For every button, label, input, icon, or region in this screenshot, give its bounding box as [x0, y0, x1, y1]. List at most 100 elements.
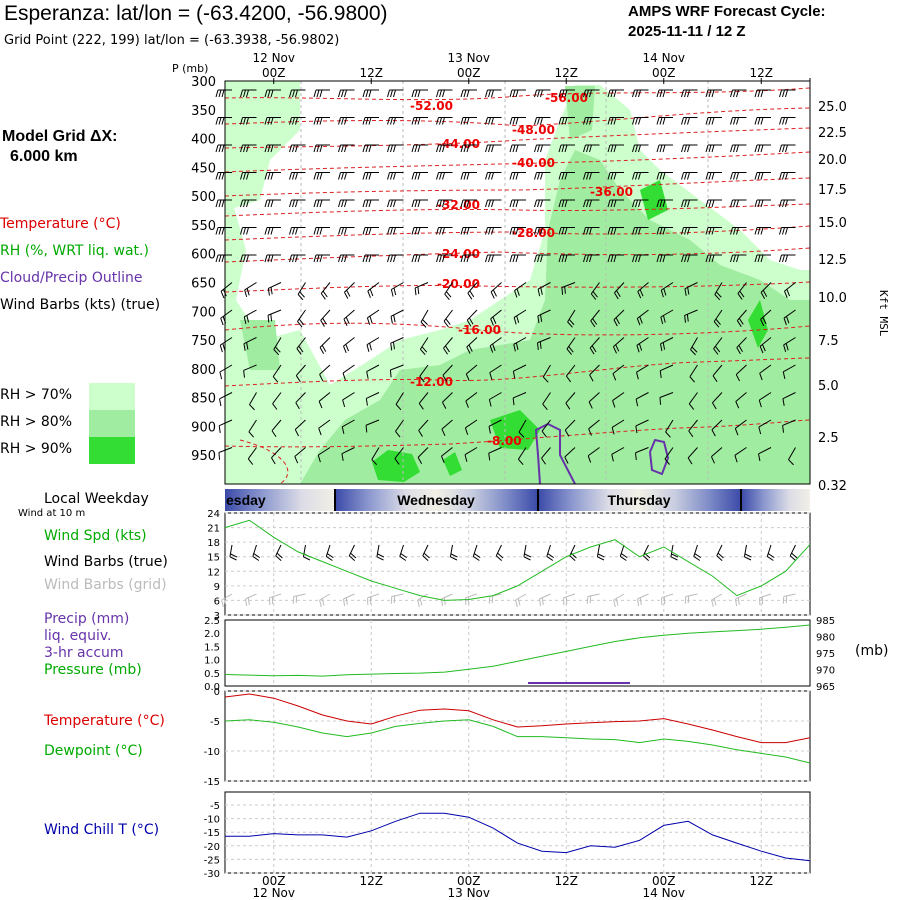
cross-section-barb: [565, 392, 576, 410]
cross-section-barb: [684, 309, 698, 323]
cross-section-barb: [338, 89, 355, 98]
cross-section-barb: [635, 392, 649, 407]
cross-section-barb: [295, 392, 306, 410]
cross-section-barb: [681, 227, 698, 235]
cross-section-barb: [338, 117, 355, 125]
page-title: Esperanza: lat/lon = (-63.4200, -56.9800…: [4, 2, 388, 25]
cross-section-barb: [656, 172, 673, 180]
surface-barb-true: [743, 544, 752, 561]
panel-y-tick: 0.0: [204, 682, 220, 693]
cross-section-barb: [537, 309, 551, 324]
cross-section-barb: [362, 117, 379, 125]
bottom-date-label: 12 Nov: [252, 886, 295, 900]
cross-section-barb: [443, 337, 453, 355]
cross-section-barb: [313, 172, 330, 180]
cross-section-barb: [294, 419, 306, 437]
rh80-region: [300, 150, 810, 484]
cross-section-barb: [264, 227, 281, 235]
cross-section-barb: [537, 337, 551, 351]
rh90-patch-3: [490, 410, 540, 450]
kft-tick: 0.32: [818, 479, 847, 494]
cross-section-barb: [612, 392, 625, 408]
cross-section-barb: [264, 254, 281, 263]
surface-barb-true: [325, 544, 334, 561]
cross-section-barb: [341, 447, 355, 461]
cross-section-barb: [513, 337, 527, 352]
temperature-line: [224, 693, 811, 744]
surface-wind-barbs-grid: [221, 593, 796, 608]
cross-section-barb: [705, 144, 722, 153]
label-wind-barbs-grid: Wind Barbs (grid): [44, 577, 167, 593]
cross-section-barb: [614, 282, 625, 300]
cross-section-barb: [607, 144, 624, 153]
cross-section-barb: [632, 144, 649, 153]
surface-barb-grid: [759, 593, 772, 606]
pressure-tick: 350: [191, 104, 216, 119]
precip-panel-frame: [224, 619, 811, 687]
cross-section-barb: [583, 117, 600, 125]
label-temperature: Temperature (°C): [44, 713, 165, 729]
kft-tick: 20.0: [818, 153, 847, 168]
cross-section-barb: [730, 172, 747, 180]
bottom-time-tick: 12Z: [555, 874, 579, 888]
cross-section-barb: [418, 392, 429, 410]
cross-section-barb: [419, 364, 429, 383]
cross-section-barb: [318, 419, 331, 436]
cross-section-barb: [240, 199, 257, 208]
wind-height-note: Wind at 10 m: [18, 508, 86, 519]
cross-section-barb: [436, 254, 453, 263]
cross-section-barb: [395, 392, 404, 411]
cross-section-barb: [754, 254, 771, 263]
surface-barb-true: [229, 544, 238, 561]
bottom-time-tick: 00Z: [652, 874, 676, 888]
cross-section-barb: [387, 117, 404, 125]
cross-section-barb: [759, 364, 772, 381]
cross-section-barb: [289, 117, 306, 125]
cross-section-barb: [264, 144, 281, 153]
surface-barb-grid: [221, 593, 233, 608]
cross-section-barb: [782, 419, 796, 433]
cross-section-barb: [267, 309, 282, 323]
cross-section-barb: [264, 199, 281, 208]
pressure-tick: 450: [191, 161, 216, 176]
panel-y-tick: 0: [214, 687, 220, 698]
surface-barb-true: [766, 544, 775, 561]
day-label-tuesday: esday: [226, 492, 266, 508]
top-date-label: 14 Nov: [642, 51, 685, 65]
cross-section-barb: [343, 309, 355, 326]
cross-section-barb: [758, 419, 772, 435]
cross-section-barb: [659, 392, 674, 405]
isotherm-label-16: -16.00: [458, 323, 501, 337]
cross-section-barb: [558, 227, 575, 235]
cross-section-barb: [289, 254, 306, 263]
weekday-segment: [335, 489, 436, 511]
cross-section-barb: [734, 419, 747, 436]
label-precip: Precip (mm): [44, 611, 130, 627]
legend-rh70-label: RH > 70%: [0, 387, 73, 403]
isotherm-32: [224, 203, 811, 217]
cross-section-frame: [224, 80, 811, 485]
cross-section-barb: [460, 117, 477, 125]
grid-point-subtitle: Grid Point (222, 199) lat/lon = (-63.393…: [4, 33, 340, 48]
cross-section-barb: [660, 337, 674, 352]
panel-y-tick: -5: [210, 801, 220, 812]
isotherm-48: [224, 107, 811, 127]
cross-section-barb: [783, 337, 796, 353]
cross-section-barb: [460, 199, 477, 208]
cross-section-barb: [710, 447, 723, 464]
cross-section-barb: [294, 447, 306, 464]
surface-barb-true: [596, 544, 605, 561]
cross-section-barb: [779, 117, 796, 125]
cross-section-barb: [730, 227, 747, 235]
bottom-date-label: 14 Nov: [642, 886, 685, 900]
surface-barb-grid: [343, 593, 355, 607]
label-wind-barbs-true: Wind Barbs (true): [44, 554, 168, 570]
cross-section-barb: [758, 447, 772, 462]
cross-section-barb: [411, 117, 428, 125]
surface-barb-grid: [563, 593, 576, 606]
surface-barb-true: [472, 544, 481, 561]
cross-section-barb: [681, 199, 698, 208]
cross-section-barb: [782, 364, 796, 379]
panel-y-tick: 1.0: [204, 656, 220, 667]
